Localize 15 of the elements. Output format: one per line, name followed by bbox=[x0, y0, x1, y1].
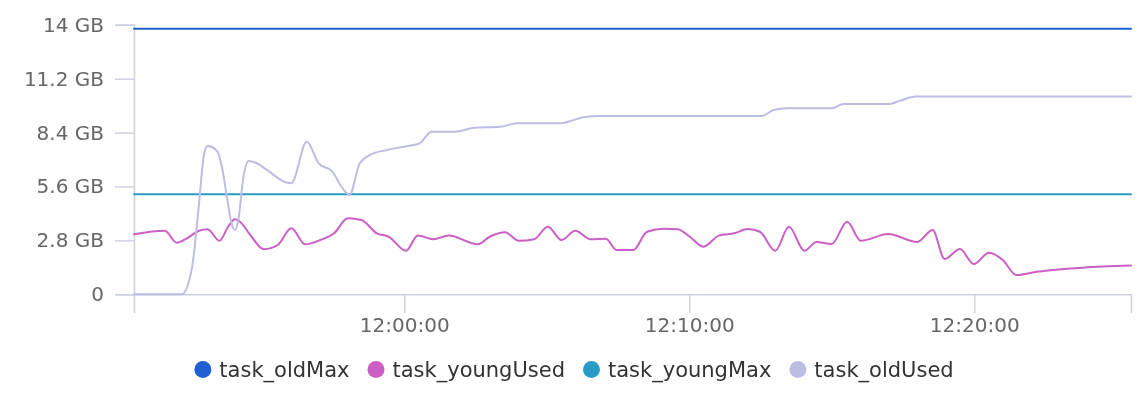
y-tick-label: 14 GB bbox=[42, 12, 104, 37]
y-tick-label: 8.4 GB bbox=[36, 120, 104, 145]
y-tick-label: 2.8 GB bbox=[36, 228, 104, 253]
line-series bbox=[133, 217, 1132, 277]
legend-label: task_youngMax bbox=[608, 357, 772, 383]
y-tick-label: 5.6 GB bbox=[36, 174, 104, 199]
legend-label: task_youngUsed bbox=[392, 357, 565, 383]
y-tick-label: 0 bbox=[91, 282, 104, 307]
legend-label: task_oldUsed bbox=[814, 357, 954, 383]
x-tick-label: 12:10:00 bbox=[644, 313, 735, 338]
line-series bbox=[133, 95, 1132, 296]
x-tick-label: 12:00:00 bbox=[359, 313, 450, 338]
x-tick-label: 12:20:00 bbox=[929, 313, 1020, 338]
y-tick-label: 11.2 GB bbox=[23, 66, 104, 91]
legend-label: task_oldMax bbox=[219, 357, 350, 383]
